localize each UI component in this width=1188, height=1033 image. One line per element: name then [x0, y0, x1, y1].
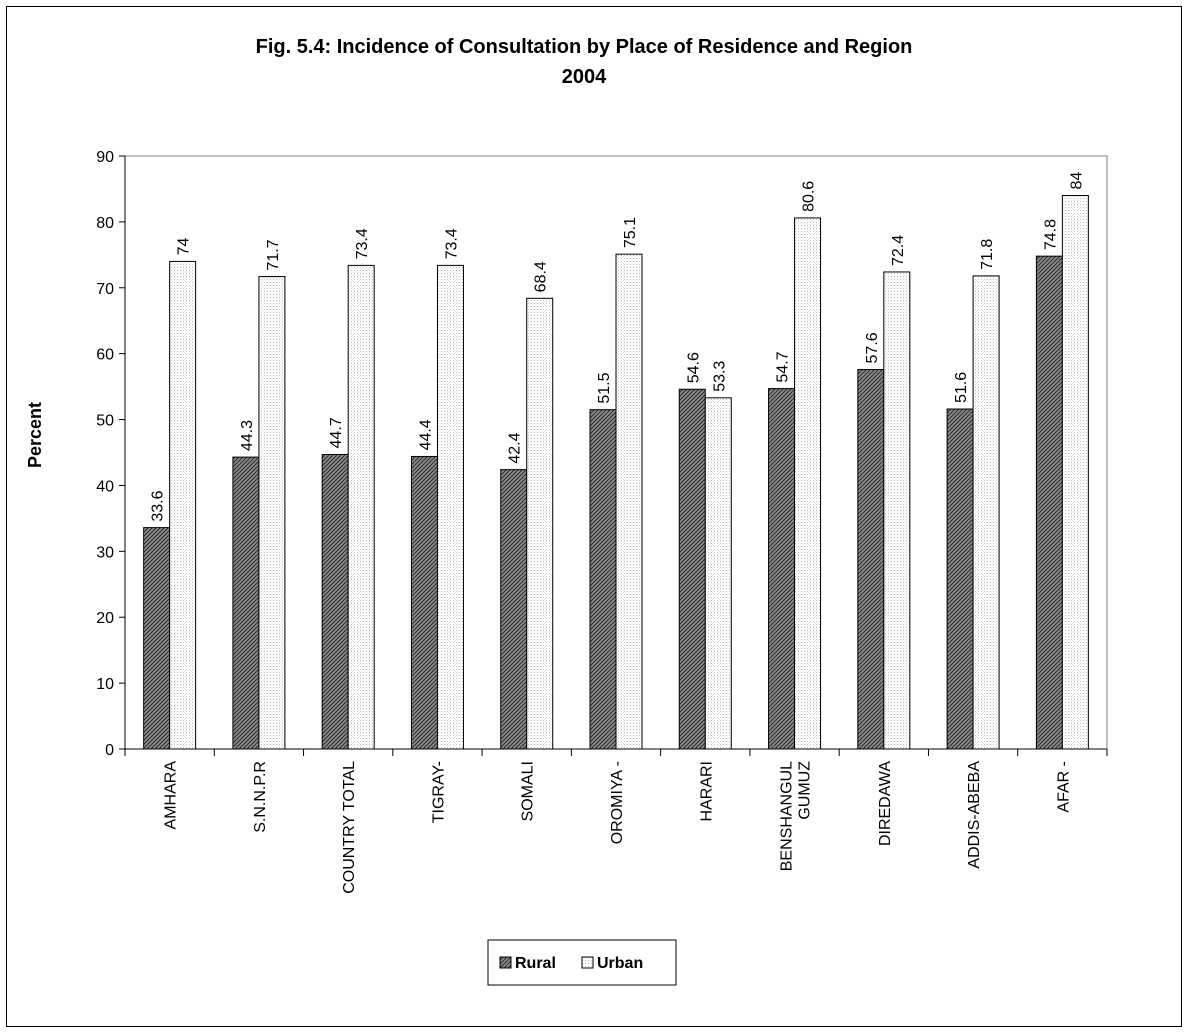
- data-label-rural: 51.5: [596, 372, 613, 403]
- y-axis-label: Percent: [25, 402, 45, 468]
- y-tick-label: 70: [96, 281, 114, 298]
- data-label-urban: 74: [176, 238, 193, 256]
- data-label-urban: 73.4: [443, 228, 460, 259]
- data-label-urban: 80.6: [801, 181, 818, 212]
- data-label-rural: 54.7: [775, 351, 792, 382]
- y-tick-label: 20: [96, 610, 114, 627]
- x-category-label: HARARI: [698, 761, 715, 821]
- x-category-label: COUNTRY TOTAL: [341, 761, 358, 894]
- bar-urban: [169, 260, 197, 750]
- bar-urban: [1061, 195, 1089, 750]
- data-label-urban: 72.4: [890, 235, 907, 266]
- bar-rural: [1035, 255, 1063, 750]
- x-category-label: AFAR -: [1055, 761, 1072, 813]
- bar-rural: [410, 455, 438, 750]
- bar-rural: [321, 453, 349, 750]
- data-label-urban: 71.8: [979, 239, 996, 270]
- x-category-label: AMHARA: [163, 761, 180, 830]
- x-category-label: OROMIYA -: [609, 761, 626, 844]
- chart-subtitle: 2004: [562, 66, 607, 88]
- bar-urban: [972, 275, 1000, 750]
- bar-urban: [704, 397, 732, 750]
- x-category-label: ADDIS-ABEBA: [966, 761, 983, 869]
- bar-urban: [883, 271, 911, 750]
- data-label-rural: 57.6: [864, 332, 881, 363]
- x-category-label: GUMUZ: [797, 761, 814, 820]
- legend-label-urban: Urban: [597, 955, 643, 972]
- legend-label-rural: Rural: [515, 955, 556, 972]
- bar-rural: [678, 388, 706, 750]
- data-label-rural: 44.7: [328, 417, 345, 448]
- data-label-rural: 74.8: [1042, 219, 1059, 250]
- y-tick-label: 30: [96, 544, 114, 561]
- y-tick-label: 90: [96, 149, 114, 166]
- bar-urban: [347, 264, 375, 750]
- y-tick-label: 50: [96, 413, 114, 430]
- y-tick-label: 0: [105, 742, 114, 759]
- bar-urban: [258, 276, 286, 750]
- x-category-label: SOMALI: [520, 761, 537, 821]
- data-label-urban: 75.1: [622, 217, 639, 248]
- data-label-urban: 53.3: [711, 361, 728, 392]
- bar-rural: [857, 368, 885, 750]
- x-category-label: TIGRAY-: [430, 761, 447, 823]
- data-label-urban: 68.4: [533, 261, 550, 292]
- x-category-label: BENSHANGUL: [779, 761, 796, 871]
- bar-rural: [946, 408, 974, 750]
- bar-urban: [526, 297, 554, 750]
- x-category-label: DIREDAWA: [877, 761, 894, 846]
- data-label-rural: 42.4: [507, 432, 524, 463]
- data-label-rural: 33.6: [150, 490, 167, 521]
- data-label-urban: 73.4: [354, 228, 371, 259]
- data-label-urban: 71.7: [265, 239, 282, 270]
- data-label-rural: 44.4: [417, 419, 434, 450]
- plot-area: 0 10 20 30 40 50 60 70 80 90 33.6 74 AMHARA 44.3 71.7 S…: [96, 149, 1108, 894]
- legend-swatch-urban: [581, 956, 594, 969]
- data-label-rural: 54.6: [685, 352, 702, 383]
- data-label-rural: 44.3: [239, 420, 256, 451]
- chart-frame: [6, 6, 1182, 1027]
- y-tick-label: 60: [96, 347, 114, 364]
- bar-urban: [794, 217, 822, 750]
- y-tick-label: 10: [96, 676, 114, 693]
- x-category-label: S.N.N.P.R: [252, 761, 269, 833]
- y-tick-label: 80: [96, 215, 114, 232]
- bar-rural: [500, 469, 528, 750]
- chart-title: Fig. 5.4: Incidence of Consultation by P…: [256, 36, 913, 58]
- bar-rural: [232, 456, 260, 750]
- bar-rural: [143, 527, 171, 750]
- bar-rural: [589, 409, 617, 750]
- bar-urban: [615, 253, 643, 750]
- legend-swatch-rural: [499, 956, 512, 969]
- legend: Rural Urban: [487, 939, 677, 986]
- bar-rural: [768, 388, 796, 750]
- y-tick-label: 40: [96, 478, 114, 495]
- data-label-urban: 84: [1068, 172, 1085, 190]
- data-label-rural: 51.6: [953, 372, 970, 403]
- bar-urban: [436, 264, 464, 750]
